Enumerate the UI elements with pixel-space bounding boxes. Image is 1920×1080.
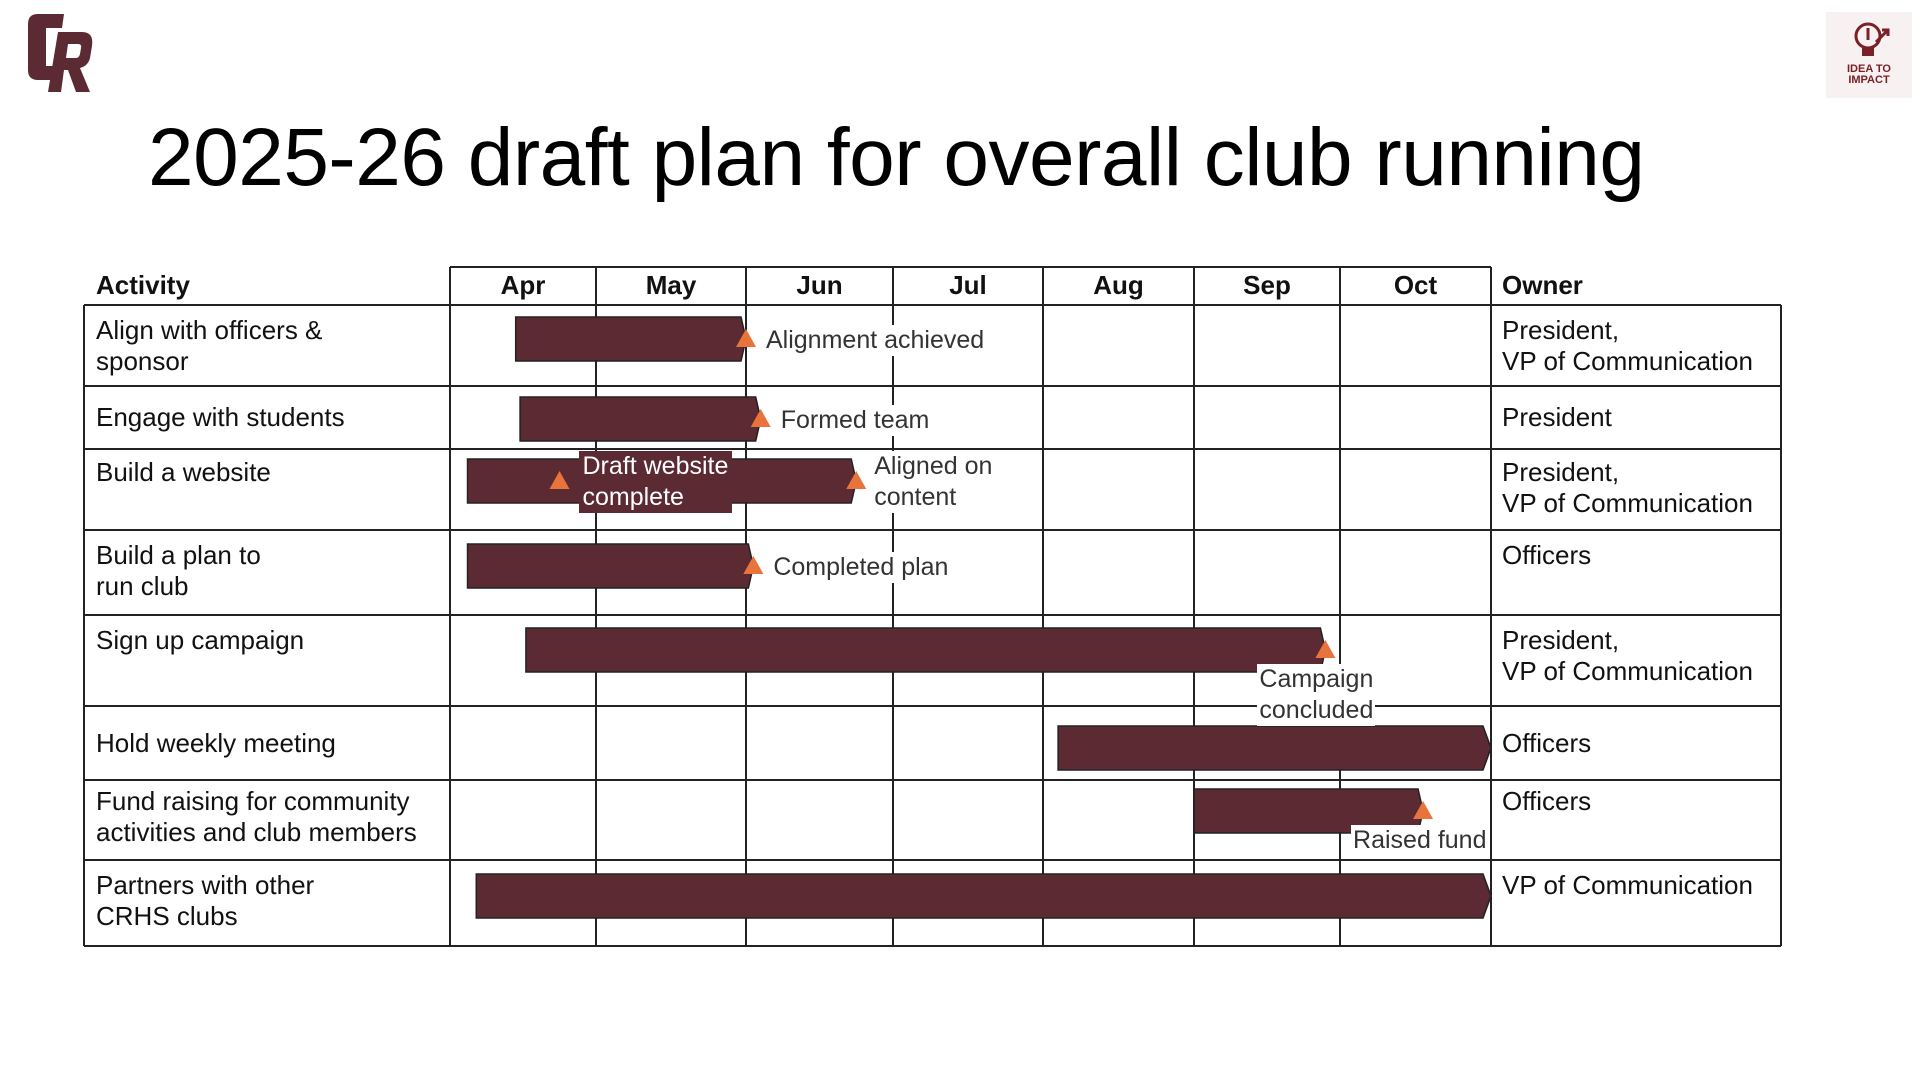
header-month-oct: Oct (1393, 270, 1438, 300)
header-activity: Activity (96, 270, 190, 300)
activity-cell: Engage with students (96, 402, 345, 432)
milestone-marker (743, 556, 764, 574)
idea-to-impact-logo: IDEA TO IMPACT (1826, 12, 1912, 98)
milestone-marker (750, 409, 771, 427)
gantt-bar (1193, 788, 1424, 834)
milestone-label: Completed plan (771, 552, 951, 583)
gantt-bar (525, 627, 1327, 673)
milestone-label: Campaign concluded (1257, 664, 1376, 726)
logo-text-line1: IDEA TO (1846, 63, 1891, 75)
logo-text-line2: IMPACT (1848, 74, 1890, 86)
lightbulb-icon (1854, 22, 1890, 56)
owner-cell: President (1502, 402, 1612, 432)
activity-cell: Align with officers & sponsor (96, 315, 323, 376)
milestone-label: Raised fund (1351, 825, 1489, 856)
header-month-aug: Aug (1093, 270, 1144, 300)
cr-logo (28, 14, 93, 92)
owner-cell: Officers (1502, 786, 1592, 816)
activity-cell: Sign up campaign (96, 625, 305, 655)
page-title: 2025-26 draft plan for overall club runn… (148, 112, 1645, 203)
owner-cell: President, VP of Communication (1502, 457, 1753, 518)
milestone-marker (549, 471, 570, 489)
header-owner: Owner (1502, 270, 1583, 300)
gantt-bar (466, 543, 755, 589)
owner-cell: President, VP of Communication (1502, 315, 1753, 376)
milestone-marker (1315, 640, 1336, 658)
activity-cell: Partners with other CRHS clubs (96, 870, 315, 931)
milestone-label: Formed team (778, 405, 932, 436)
gantt-bar (514, 316, 747, 362)
milestone-label: Alignment achieved (764, 325, 987, 356)
owner-cell: VP of Communication (1502, 870, 1753, 900)
milestone-marker (1413, 801, 1434, 819)
header-month-apr: Apr (500, 270, 546, 300)
owner-cell: Officers (1502, 540, 1592, 570)
activity-cell: Build a plan to run club (96, 540, 261, 601)
milestone-label: Draft website complete (578, 451, 733, 513)
header-month-sep: Sep (1243, 270, 1291, 300)
milestone-marker (846, 471, 867, 489)
activity-cell: Build a website (96, 457, 271, 487)
milestone-marker (736, 329, 756, 347)
gantt-bar (1057, 725, 1492, 771)
header-month-jul: Jul (949, 270, 987, 300)
gantt-bar (519, 396, 762, 442)
header-month-may: May (645, 270, 697, 300)
header-month-jun: Jun (796, 270, 843, 300)
activity-cell: Hold weekly meeting (96, 728, 336, 758)
gantt-bar (475, 873, 1492, 919)
owner-cell: President, VP of Communication (1502, 625, 1753, 686)
owner-cell: Officers (1502, 728, 1592, 758)
activity-cell: Fund raising for community activities an… (96, 786, 417, 847)
milestone-label: Aligned on content (872, 451, 995, 513)
